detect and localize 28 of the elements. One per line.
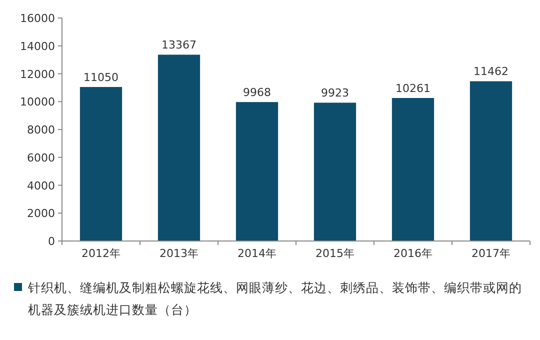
y-tick-label: 16000 [20, 12, 55, 25]
y-tick-label: 6000 [27, 151, 55, 164]
y-tick-label: 12000 [20, 68, 55, 81]
x-tick-label: 2014年 [238, 247, 276, 260]
bar [158, 54, 200, 241]
y-tick-label: 10000 [20, 96, 55, 109]
y-tick-label: 2000 [27, 207, 55, 220]
bar [80, 86, 122, 241]
legend-label: 针织机、缝编机及制粗松螺旋花线、网眼薄纱、花边、刺绣品、装饰带、编织带或网的机器及簇绒机进口数量（台） [27, 280, 522, 317]
x-tick-label: 2016年 [394, 247, 432, 260]
bar [470, 81, 512, 241]
y-tick-label: 8000 [27, 124, 55, 136]
bar [392, 98, 434, 241]
y-tick-label: 0 [48, 235, 55, 248]
data-label: 11462 [474, 65, 508, 78]
x-tick-label: 2015年 [316, 247, 354, 260]
data-label: 11050 [84, 70, 118, 84]
x-tick-label: 2012年 [82, 247, 120, 260]
x-tick-label: 2017年 [472, 247, 510, 260]
x-tick-label: 2013年 [160, 247, 198, 260]
data-label: 10261 [396, 82, 430, 95]
data-label: 9923 [321, 86, 349, 100]
y-tick-label: 14000 [20, 40, 55, 53]
bar [314, 102, 356, 241]
data-label: 9968 [243, 86, 271, 100]
data-label: 13367 [162, 38, 196, 52]
y-tick-label: 4000 [27, 179, 55, 192]
bar [236, 102, 278, 241]
